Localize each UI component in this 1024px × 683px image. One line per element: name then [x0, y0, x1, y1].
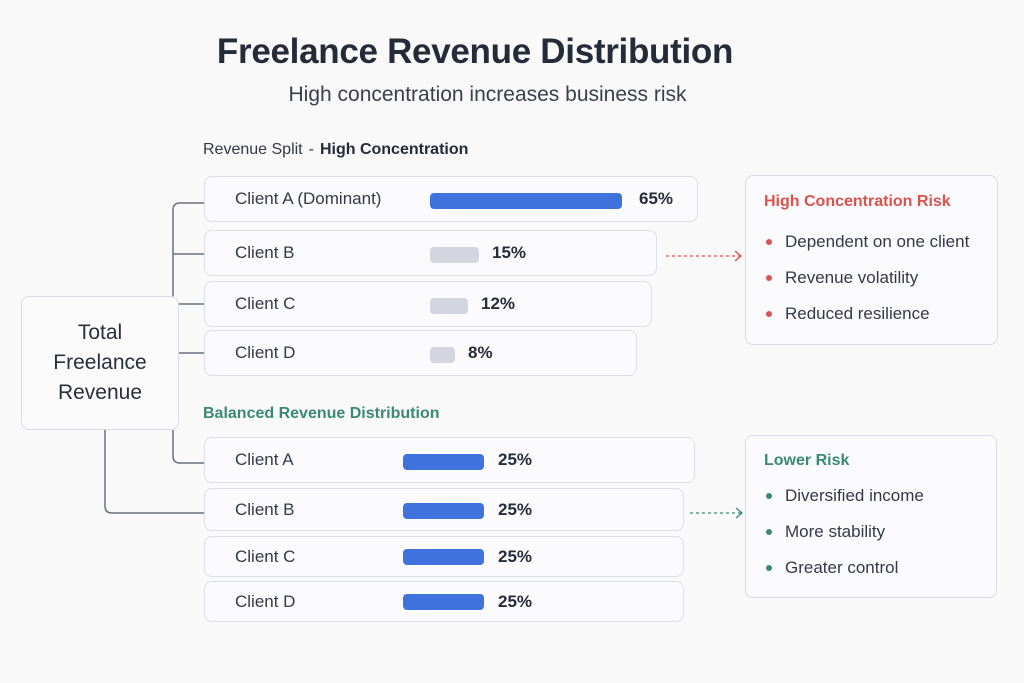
page-subtitle: High concentration increases business ri… [288, 83, 687, 106]
risk-item-text: Greater control [785, 558, 899, 577]
risk-list: Dependent on one client Revenue volatili… [766, 224, 969, 332]
balanced-client-row-b: Client B 25% [204, 488, 684, 531]
share-value: 15% [492, 243, 527, 262]
bullet-icon [766, 565, 772, 571]
client-row-d: Client D 8% [204, 330, 637, 376]
page-title: Freelance Revenue Distribution [216, 32, 734, 71]
share-value: 25% [498, 450, 533, 469]
client-label: Client D [235, 343, 296, 362]
balanced-client-row-a: Client A 25% [204, 437, 695, 483]
share-bar [430, 247, 479, 263]
risk-item: Greater control [766, 550, 924, 586]
section-emphasis: High Concentration [319, 141, 469, 158]
risk-item: Dependent on one client [766, 224, 969, 260]
share-value: 25% [498, 592, 533, 611]
root-label-line: Revenue [57, 381, 143, 404]
client-label: Client D [235, 592, 296, 611]
bullet-icon [766, 529, 772, 535]
root-label-line: Freelance [53, 351, 147, 374]
risk-item: More stability [766, 514, 924, 550]
share-bar [403, 454, 484, 470]
client-row-c: Client C 12% [204, 281, 652, 327]
client-label: Client A [235, 450, 294, 469]
client-label: Client B [235, 243, 295, 262]
lower-risk-card: Lower Risk Diversified income More stabi… [745, 435, 997, 598]
share-value: 8% [468, 343, 493, 362]
bullet-icon [766, 275, 772, 281]
bullet-icon [766, 239, 772, 245]
share-value: 25% [498, 547, 533, 566]
balanced-section-label: Balanced Revenue Distribution [203, 405, 440, 422]
balanced-client-row-d: Client D 25% [204, 581, 684, 622]
risk-item: Revenue volatility [766, 260, 969, 296]
risk-item-text: Dependent on one client [785, 232, 970, 251]
share-bar [403, 594, 484, 610]
risk-item: Reduced resilience [766, 296, 969, 332]
root-label-line: Total [77, 321, 123, 344]
share-bar [403, 549, 484, 565]
client-row-a-dominant: Client A (Dominant) 65% [204, 176, 698, 222]
risk-item-text: Reduced resilience [785, 304, 930, 323]
section-prefix: Revenue Split [203, 141, 303, 158]
high-concentration-section-label: Revenue Split - High Concentration [203, 141, 468, 159]
share-bar [430, 347, 455, 363]
risk-list: Diversified income More stability Greate… [766, 478, 924, 586]
risk-item-text: Diversified income [785, 486, 924, 505]
client-label: Client C [235, 547, 296, 566]
share-bar [430, 193, 622, 209]
risk-heading: Lower Risk [764, 452, 850, 469]
client-label: Client B [235, 500, 295, 519]
client-row-b: Client B 15% [204, 230, 657, 276]
risk-item: Diversified income [766, 478, 924, 514]
high-concentration-risk-card: High Concentration Risk Dependent on one… [745, 175, 998, 345]
client-label: Client C [235, 294, 296, 313]
share-bar [403, 503, 484, 519]
bullet-icon [766, 311, 772, 317]
share-value: 25% [498, 500, 533, 519]
section-separator: - [308, 141, 314, 158]
risk-heading: High Concentration Risk [764, 193, 951, 210]
risk-item-text: More stability [785, 522, 886, 541]
balanced-client-row-c: Client C 25% [204, 536, 684, 577]
share-value: 65% [639, 189, 674, 208]
risk-item-text: Revenue volatility [785, 268, 919, 287]
share-bar [430, 298, 468, 314]
bullet-icon [766, 493, 772, 499]
client-label: Client A (Dominant) [235, 189, 382, 208]
share-value: 12% [481, 294, 516, 313]
total-revenue-node: Total Freelance Revenue [21, 296, 179, 430]
